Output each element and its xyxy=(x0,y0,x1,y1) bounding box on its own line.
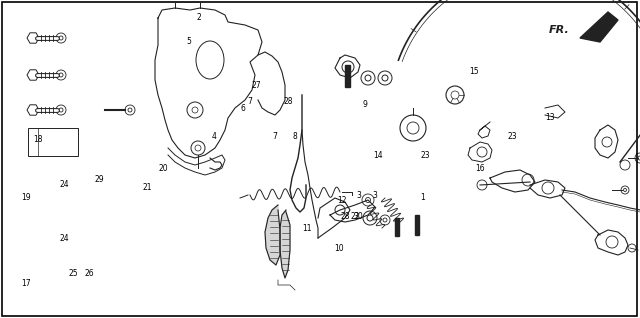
Text: 21: 21 xyxy=(143,183,152,192)
Text: 23: 23 xyxy=(507,132,517,141)
Text: 5: 5 xyxy=(186,37,191,46)
Text: 12: 12 xyxy=(338,196,347,205)
Text: 22: 22 xyxy=(351,212,360,221)
Text: 6: 6 xyxy=(241,104,246,113)
Text: 18: 18 xyxy=(34,135,43,144)
Polygon shape xyxy=(580,12,618,42)
Text: 2: 2 xyxy=(196,13,201,22)
Text: 3: 3 xyxy=(356,191,361,200)
Text: 1: 1 xyxy=(420,193,425,202)
Text: 16: 16 xyxy=(475,164,485,173)
Text: 26: 26 xyxy=(84,269,95,278)
Bar xyxy=(345,65,350,87)
Bar xyxy=(28,128,78,156)
Text: 27: 27 xyxy=(251,81,261,90)
Text: 14: 14 xyxy=(372,151,383,160)
Bar xyxy=(395,218,399,236)
Text: 7: 7 xyxy=(247,97,252,106)
Text: 8: 8 xyxy=(292,132,297,141)
Text: 28: 28 xyxy=(284,97,292,106)
Text: 20: 20 xyxy=(158,164,168,173)
Text: 24: 24 xyxy=(59,180,69,189)
Text: 4: 4 xyxy=(212,132,217,141)
Polygon shape xyxy=(265,205,280,265)
Text: 11: 11 xyxy=(303,225,312,233)
Polygon shape xyxy=(280,210,290,278)
Text: 29: 29 xyxy=(94,175,104,184)
Text: 28: 28 xyxy=(341,212,350,221)
Text: 25: 25 xyxy=(68,269,79,278)
Text: 30: 30 xyxy=(353,212,364,221)
Text: 19: 19 xyxy=(20,193,31,202)
Text: 10: 10 xyxy=(334,244,344,252)
Text: 13: 13 xyxy=(545,113,556,122)
Text: 17: 17 xyxy=(20,279,31,287)
Bar xyxy=(415,215,419,235)
Text: 23: 23 xyxy=(420,151,431,160)
Text: 15: 15 xyxy=(468,67,479,76)
Text: 7: 7 xyxy=(273,132,278,141)
Text: 24: 24 xyxy=(59,234,69,243)
Text: 9: 9 xyxy=(362,100,367,109)
Text: 3: 3 xyxy=(372,191,377,200)
Text: FR.: FR. xyxy=(549,25,570,35)
